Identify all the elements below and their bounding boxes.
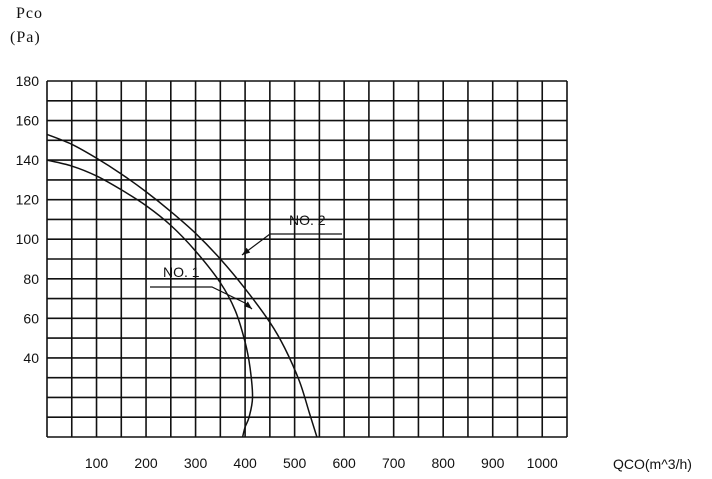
annotation-label-no2: NO. 2: [289, 212, 326, 228]
y-tick-label: 80: [23, 271, 39, 287]
x-tick-label: 200: [134, 455, 158, 471]
y-tick-label: 120: [16, 192, 40, 208]
y-tick-label: 140: [16, 152, 40, 168]
x-tick-label: 600: [332, 455, 356, 471]
x-tick-label: 300: [184, 455, 208, 471]
x-tick-labels: 100 200 300 400 500 600 700 800 900 1000: [85, 455, 558, 471]
y-tick-label: 60: [23, 310, 39, 326]
x-axis-label: QCO(m^3/h): [613, 456, 692, 472]
arrowhead-icon: [243, 301, 252, 309]
x-tick-label: 500: [283, 455, 307, 471]
x-tick-label: 900: [481, 455, 505, 471]
y-tick-label: 40: [23, 350, 39, 366]
series-curves: [46, 133, 318, 438]
y-tick-label: 180: [16, 73, 40, 89]
x-tick-label: 100: [85, 455, 109, 471]
y-tick-label: 160: [16, 113, 40, 129]
x-tick-label: 700: [382, 455, 406, 471]
series-annotations: NO. 1 NO. 2: [150, 212, 342, 310]
x-tick-label: 1000: [527, 455, 558, 471]
grid: [46, 80, 568, 438]
annotation-leader: [150, 286, 246, 304]
annotation-label-no1: NO. 1: [163, 264, 200, 280]
y-axis-label-line2: (Pa): [10, 29, 41, 46]
y-tick-label: 100: [16, 231, 40, 247]
arrowhead-icon: [242, 247, 251, 255]
x-tick-label: 800: [432, 455, 456, 471]
y-tick-labels: 40 60 80 100 120 140 160 180: [16, 73, 40, 366]
series-line-no1: [46, 159, 254, 438]
y-axis-label-line1: Pco: [16, 5, 43, 22]
x-tick-label: 400: [233, 455, 257, 471]
series-line-no2: [46, 133, 318, 438]
